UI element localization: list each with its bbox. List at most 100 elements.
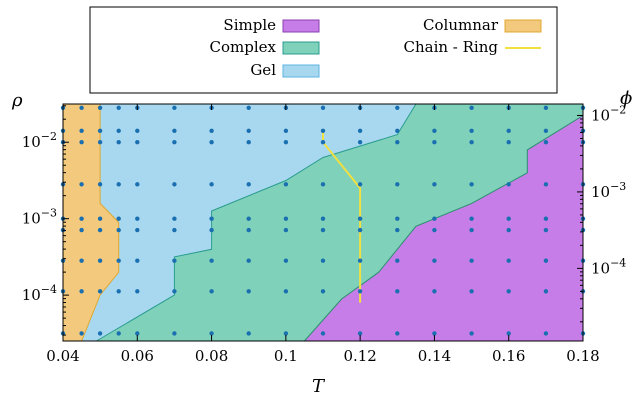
sample-point [209, 227, 214, 233]
sample-point [79, 182, 84, 187]
sample-point [543, 128, 549, 133]
sample-point [357, 227, 363, 233]
sample-point [320, 216, 326, 221]
sample-point [246, 105, 251, 111]
sample-point [209, 140, 214, 145]
sample-point [79, 216, 84, 221]
sample-point [116, 182, 121, 187]
sample-point [432, 182, 437, 187]
legend-swatch-gel [282, 64, 320, 78]
sample-point [79, 227, 84, 233]
sample-point [432, 289, 437, 294]
sample-point [116, 216, 121, 221]
sample-point [469, 182, 474, 187]
x-tick-label: 0.12 [343, 347, 376, 365]
legend-entry-columnar: Columnar [423, 16, 542, 34]
legend-frame [89, 6, 558, 94]
y-left-tick-label: 10−4 [22, 283, 57, 304]
series-line-chain-ring [322, 130, 362, 303]
sample-point [469, 227, 474, 233]
sample-point [97, 258, 103, 263]
sample-point [97, 105, 103, 111]
sample-point [172, 258, 177, 263]
sample-point [209, 331, 214, 336]
x-tick-label: 0.06 [121, 347, 154, 365]
sample-point [357, 331, 363, 336]
legend-label-gel: Gel [250, 61, 276, 79]
sample-point [209, 258, 214, 263]
sample-point [320, 140, 326, 145]
sample-point [172, 140, 177, 145]
y-right-tick-label: 10−4 [591, 256, 626, 277]
legend-entry-complex: Complex [210, 38, 320, 56]
sample-point [246, 289, 251, 294]
sample-point [283, 128, 289, 133]
y-right-axis-ticks: 10−4 10−3 10−2 [577, 103, 626, 323]
sample-point [432, 258, 437, 263]
sample-point [79, 140, 84, 145]
y-left-axis-title: ρ [11, 90, 23, 111]
sample-point [116, 331, 121, 336]
sample-point [469, 128, 474, 133]
sample-point [395, 105, 400, 111]
y-right-tick-label: 10−3 [591, 180, 626, 201]
sample-point [116, 289, 121, 294]
sample-point [395, 140, 400, 145]
sample-point [283, 140, 289, 145]
sample-point [116, 128, 121, 133]
sample-point [432, 331, 437, 336]
sample-point [320, 128, 326, 133]
sample-point [97, 182, 103, 187]
sample-point [543, 105, 549, 111]
sample-point [506, 227, 511, 233]
sample-point [395, 216, 400, 221]
sample-point [135, 227, 140, 233]
sample-point [172, 128, 177, 133]
sample-point [283, 182, 289, 187]
sample-point [357, 140, 363, 145]
sample-point [283, 216, 289, 221]
sample-point [135, 182, 140, 187]
sample-point [283, 227, 289, 233]
sample-point [432, 128, 437, 133]
sample-point [135, 331, 140, 336]
sample-point [172, 227, 177, 233]
sample-point [543, 182, 549, 187]
sample-point [506, 289, 511, 294]
sample-point [246, 227, 251, 233]
sample-point [395, 128, 400, 133]
sample-point [320, 258, 326, 263]
sample-point [283, 331, 289, 336]
legend-label-chain-ring: Chain - Ring [404, 38, 499, 56]
y-right-tick-label: 10−2 [591, 103, 626, 124]
x-axis-title: T [312, 376, 326, 397]
x-tick-label: 0.1 [274, 347, 298, 365]
sample-point [172, 105, 177, 111]
sample-point [116, 105, 121, 111]
sample-point [543, 258, 549, 263]
legend-swatch-simple [282, 19, 320, 33]
sample-point [469, 140, 474, 145]
sample-point [357, 182, 363, 187]
legend-entry-simple: Simple [223, 16, 320, 34]
sample-point [283, 258, 289, 263]
sample-point [432, 140, 437, 145]
legend-label-simple: Simple [223, 16, 276, 34]
legend-entry-gel: Gel [250, 61, 320, 79]
sample-point [209, 289, 214, 294]
sample-points [60, 105, 586, 336]
sample-point [79, 258, 84, 263]
sample-point [432, 216, 437, 221]
legend-swatch-complex [282, 41, 320, 55]
sample-point [469, 258, 474, 263]
sample-point [506, 331, 511, 336]
sample-point [506, 128, 511, 133]
sample-point [172, 331, 177, 336]
sample-point [246, 331, 251, 336]
sample-point [209, 216, 214, 221]
sample-point [246, 128, 251, 133]
x-tick-label: 0.14 [418, 347, 451, 365]
sample-point [357, 128, 363, 133]
sample-point [320, 182, 326, 187]
